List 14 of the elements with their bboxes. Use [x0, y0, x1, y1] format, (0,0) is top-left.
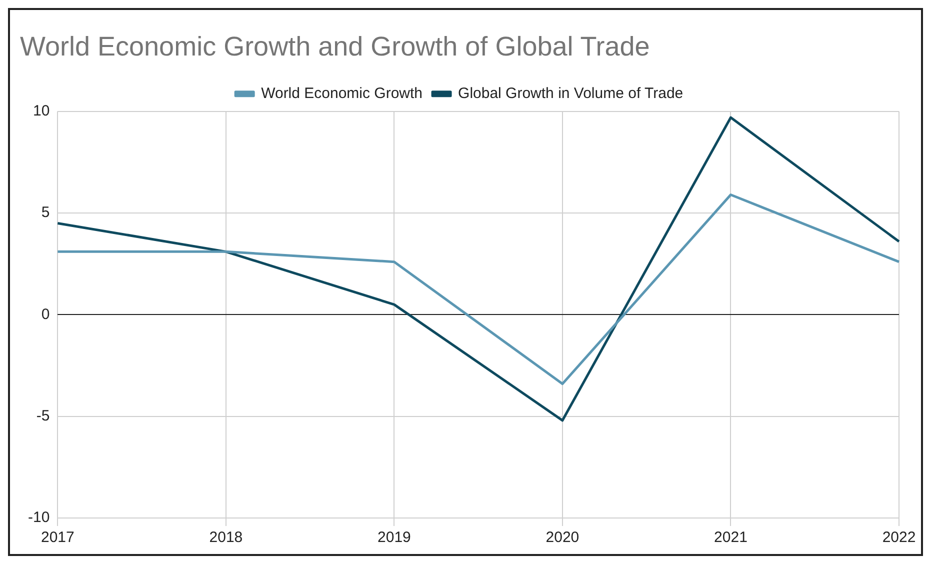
legend-label: World Economic Growth — [261, 85, 423, 102]
x-tick-label: 2017 — [40, 529, 74, 546]
x-tick-label: 2019 — [378, 529, 411, 546]
x-tick-label: 2018 — [209, 529, 243, 546]
x-tick-label: 2021 — [714, 529, 748, 546]
chart-title: World Economic Growth and Growth of Global Trade — [20, 32, 650, 62]
x-tick-label: 2022 — [882, 529, 916, 546]
x-tick-label: 2020 — [546, 529, 580, 546]
y-tick-label: -5 — [36, 407, 50, 424]
y-tick-label: 5 — [41, 204, 50, 222]
legend-label: Global Growth in Volume of Trade — [458, 85, 684, 102]
y-tick-label: 10 — [32, 102, 50, 120]
y-tick-label: 0 — [41, 306, 50, 323]
y-tick-label: -10 — [28, 509, 50, 526]
